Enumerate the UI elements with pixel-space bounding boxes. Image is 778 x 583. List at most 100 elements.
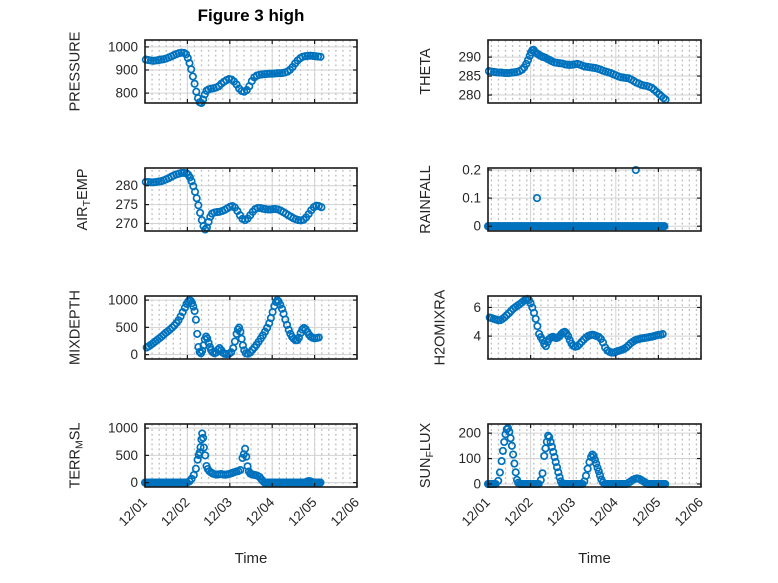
data-point [514,478,523,487]
y-tick-label: 800 [115,86,138,101]
subplot-sun-flux: 0 100 200 SUNFLUX 12/01 12/02 12/03 12/04 12/05 1… [418,423,706,529]
x-tick-label: 12/03 [544,495,579,530]
data-point [507,441,516,450]
tick-marks [487,168,702,231]
data-point [546,437,555,447]
data-point [497,457,506,466]
axes-box [487,39,702,104]
x-tick-label: 12/01 [116,495,151,530]
data-point [564,332,573,341]
major-grid [145,168,357,231]
x-tick-label: 12/04 [586,494,621,529]
series-markers [485,294,667,357]
axes-box [144,39,358,104]
x-tick-label: 12/02 [501,495,536,530]
data-point [188,72,197,81]
data-point [498,446,507,455]
data-point [241,444,250,453]
data-point [242,452,251,461]
data-point [500,68,509,78]
data-point [594,332,603,341]
data-point [273,69,282,78]
y-tick-label: 0 [130,347,138,362]
series-markers [484,45,670,104]
data-point [641,478,650,487]
y-tick-label: 280 [458,88,481,103]
x-tick-label: 12/02 [158,495,193,530]
x-tick-label: 12/03 [200,495,235,530]
subplot-rainfall: 0 0.1 0.2 RAINFALL [418,162,702,234]
figure-title: Figure 3 high [197,6,305,25]
data-point [180,303,189,312]
data-point [268,205,278,214]
data-point [189,302,198,311]
data-point [495,468,504,477]
x-tick-label: 12/05 [629,495,664,530]
data-point [282,320,292,329]
major-grid [145,296,357,359]
data-point [511,468,520,477]
y-tick-label: 270 [115,216,138,231]
data-point [294,333,303,342]
series-markers [140,429,325,487]
data-point [201,451,210,460]
data-point [500,437,509,447]
data-point [531,314,540,323]
y-tick-label: 500 [115,320,138,335]
y-tick-label: 4 [473,329,481,344]
data-point [204,338,213,347]
subplot-mixdepth: 0 500 1000 MIXDEPTH [67,290,358,365]
y-tick-label: 0 [473,219,481,234]
y-axis-label: PRESSURE [67,31,83,111]
series-markers [483,165,669,231]
data-point [540,451,549,461]
subplot-h2omixra: 4 6 H2OMIXRA [433,289,702,365]
data-point [146,178,155,187]
y-axis-label: AIRTEMP [75,168,93,230]
data-point [190,306,199,316]
data-point [199,443,208,452]
data-point [554,468,563,477]
axes-box [487,167,702,232]
data-point [593,463,602,472]
data-point [502,68,511,78]
data-point [556,477,565,486]
data-point [547,442,556,451]
x-tick-label: 12/04 [243,494,278,529]
y-tick-label: 1000 [108,39,138,54]
data-point [552,463,562,472]
data-point [573,342,582,351]
data-point [258,477,267,486]
data-point [317,203,326,212]
data-point [631,165,640,175]
subplot-air-temp: 270 275 280 AIRTEMP [75,167,358,234]
data-point [589,451,598,461]
y-axis-label: RAINFALL [418,165,434,234]
data-point [495,68,504,77]
x-tick-label: 12/01 [459,495,494,530]
data-point [187,177,196,186]
data-point [236,327,245,336]
minor-grid-dots [488,168,701,231]
major-grid [488,168,701,231]
y-axis-label: MIXDEPTH [67,290,83,365]
data-point [196,208,205,217]
tick-marks [144,40,358,103]
x-axis-label-left: Time [234,550,268,567]
minor-grid-dots [488,296,701,359]
data-point [203,334,212,343]
data-point [187,65,196,74]
data-point [595,471,605,480]
y-axis-label: TERRMSL [67,423,85,489]
tick-marks [487,40,702,103]
data-point [506,434,515,443]
data-point [238,453,247,463]
subplot-pressure: 800 900 1000 PRESSURE [67,31,358,111]
data-point [532,194,542,203]
data-point [263,205,273,214]
data-point [284,325,293,334]
data-point [190,79,199,88]
data-point [176,312,185,321]
